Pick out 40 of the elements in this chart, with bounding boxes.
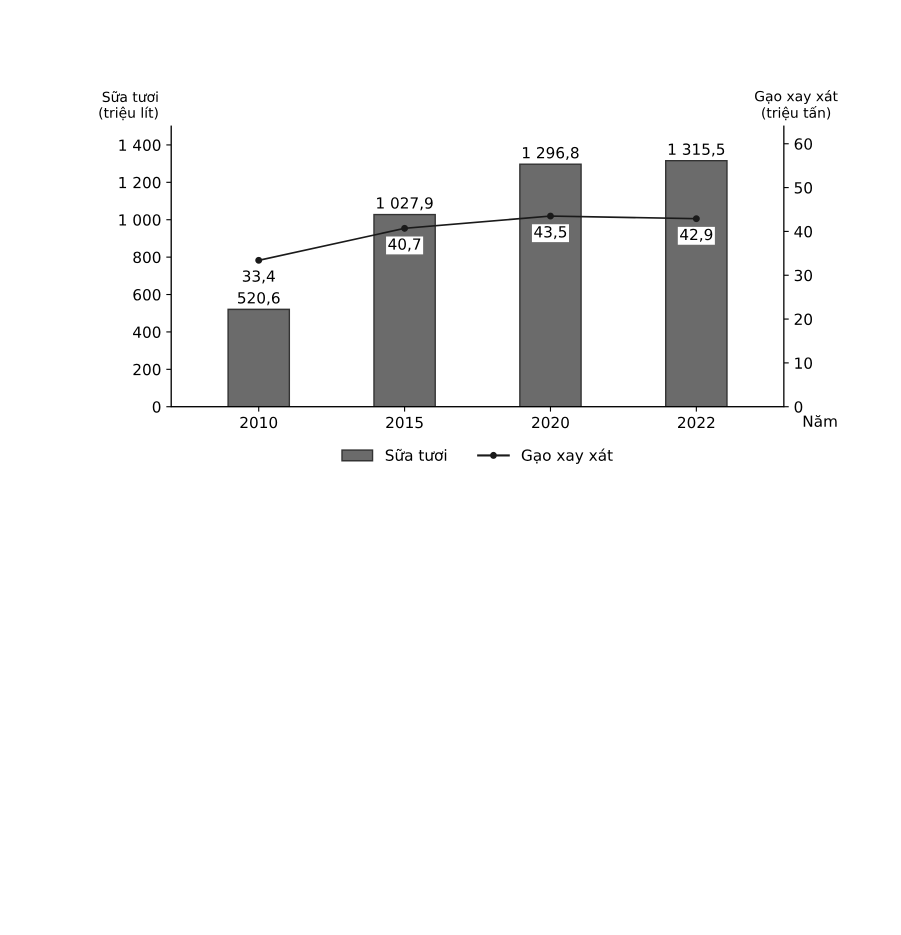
data-label: 1 315,5 — [668, 143, 724, 157]
y2-tick-label: 50 — [794, 182, 812, 194]
y-tick-label: 0 — [152, 401, 160, 413]
bar — [519, 164, 582, 407]
y2-tick-label: 20 — [794, 314, 812, 326]
y-tick-label: 200 — [133, 364, 160, 376]
y2-axis-title: Gạo xay xát (triệu tấn) — [755, 90, 838, 120]
y-tick-label: 400 — [133, 326, 160, 338]
y-tick-label: 1 000 — [119, 214, 160, 226]
legend-label: Sữa tươi — [386, 448, 446, 461]
x-axis-title: Năm — [804, 415, 837, 427]
y-tick-label: 1 200 — [119, 176, 160, 188]
y-axis-title: Sữa tươi (triệu lít) — [99, 91, 158, 120]
bar — [665, 160, 728, 407]
bar — [227, 308, 290, 407]
point — [401, 224, 408, 232]
legend-label: Gạo xay xát — [522, 448, 613, 464]
x-tick-label: 2022 — [678, 416, 714, 428]
y-tick-label: 600 — [133, 288, 160, 301]
x-tick-label: 2015 — [386, 416, 423, 428]
y2-tick-label: 0 — [794, 401, 802, 413]
y-tick-label: 1 400 — [119, 139, 160, 151]
data-label: 40,7 — [388, 238, 420, 252]
y2-tick-label: 30 — [794, 270, 812, 282]
point — [692, 215, 700, 222]
data-label: 42,9 — [680, 228, 712, 242]
y2-tick-label: 60 — [794, 138, 812, 150]
data-label: 1 027,9 — [377, 197, 433, 210]
y2-tick-label: 10 — [795, 357, 812, 369]
point — [546, 212, 554, 220]
x-tick-label: 2010 — [240, 416, 278, 428]
data-label: 520,6 — [238, 292, 280, 306]
bar — [373, 214, 436, 407]
data-label: 33,4 — [242, 270, 275, 284]
y2-tick-label: 40 — [794, 226, 812, 238]
data-label: 43,5 — [534, 226, 566, 240]
y-tick-label: 800 — [133, 252, 160, 264]
point — [255, 256, 262, 264]
x-tick-label: 2020 — [532, 416, 569, 428]
data-label: 1 296,8 — [522, 146, 579, 160]
